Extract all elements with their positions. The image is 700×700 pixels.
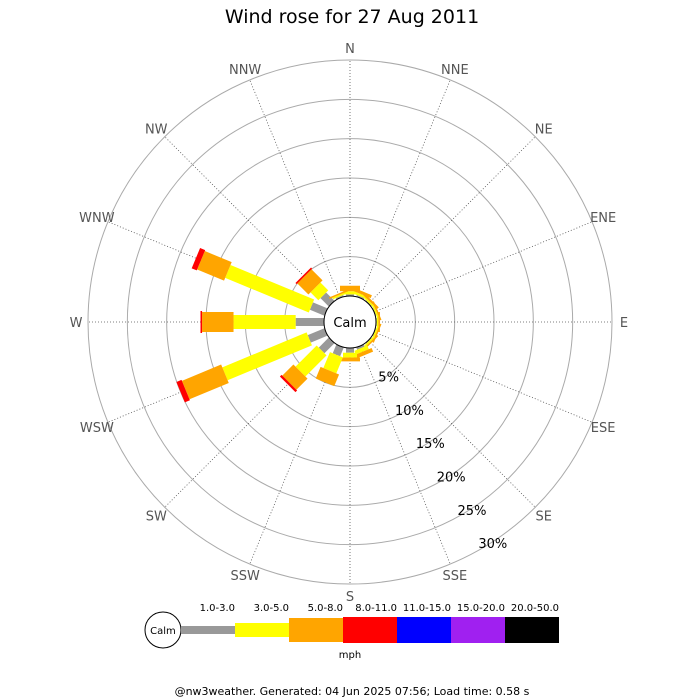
chart-title: Wind rose for 27 Aug 2011 xyxy=(225,6,479,28)
bar-nw-3-0-5-0 xyxy=(310,282,329,301)
direction-label-sse: SSE xyxy=(442,569,467,584)
bar-nne-5-0-8-0 xyxy=(352,287,372,299)
bar-ne-3-0-5-0 xyxy=(363,296,376,309)
bar-wnw-1-0-3-0 xyxy=(309,302,328,316)
legend-label-1-0-3-0: 1.0-3.0 xyxy=(200,603,235,614)
bar-wsw-8-0-11-0 xyxy=(176,379,190,403)
grid-ring-25 xyxy=(126,98,574,546)
bar-se-5-0-8-0 xyxy=(362,334,379,351)
bar-nnw-5-0-8-0 xyxy=(329,289,349,299)
bar-nw-8-0-11-0 xyxy=(295,267,313,285)
legend-label-20-0-50-0: 20.0-50.0 xyxy=(511,603,559,614)
direction-label-wnw: WNW xyxy=(79,211,115,226)
bar-se-3-0-5-0 xyxy=(363,335,376,348)
legend-label-5-0-8-0: 5.0-8.0 xyxy=(308,603,343,614)
bar-nw-1-0-3-0 xyxy=(320,292,335,307)
direction-label-nw: NW xyxy=(145,122,168,137)
bar-ssw-5-0-8-0 xyxy=(315,366,340,387)
direction-label-ese: ESE xyxy=(591,421,616,436)
legend-unit-label: mph xyxy=(339,650,361,661)
bar-ese-3-0-5-0 xyxy=(372,325,379,340)
tick-label-30: 30% xyxy=(478,537,507,552)
tick-label-5: 5% xyxy=(378,370,399,385)
bar-sse-3-0-5-0 xyxy=(354,345,369,355)
bar-ssw-3-0-5-0 xyxy=(323,352,343,374)
bar-ese-5-0-8-0 xyxy=(372,323,382,343)
bar-sw-3-0-5-0 xyxy=(295,345,327,377)
bar-nw-5-0-8-0 xyxy=(297,269,323,295)
bar-nnw-3-0-5-0 xyxy=(332,292,346,300)
bar-sw-8-0-11-0 xyxy=(279,374,298,393)
tick-label-10: 10% xyxy=(395,404,424,419)
bar-wsw-5-0-8-0 xyxy=(181,364,229,400)
direction-label-sw: SW xyxy=(146,510,167,525)
direction-label-e: E xyxy=(620,316,628,331)
direction-label-ne: NE xyxy=(535,122,553,137)
legend-label-3-0-5-0: 3.0-5.0 xyxy=(254,603,289,614)
direction-label-nnw: NNW xyxy=(229,63,261,78)
bar-ene-3-0-5-0 xyxy=(372,304,379,319)
calm-circle: Calm xyxy=(323,295,377,349)
grid-ring-20 xyxy=(166,138,534,506)
speed-legend: Calm 1.0-3.0 3.0-5.0 5.0-8.0 8.0-11.0 11.0-15… xyxy=(144,603,559,661)
direction-label-nne: NNE xyxy=(441,63,469,78)
spoke-ne xyxy=(368,136,536,304)
legend-label-15-0-20-0: 15.0-20.0 xyxy=(457,603,505,614)
direction-label-wsw: WSW xyxy=(80,421,114,436)
bar-wsw-1-0-3-0 xyxy=(307,328,328,343)
spoke-se xyxy=(368,340,536,508)
direction-label-ene: ENE xyxy=(590,211,616,226)
calm-label: Calm xyxy=(333,316,366,331)
bar-sw-1-0-3-0 xyxy=(318,337,335,354)
direction-label-se: SE xyxy=(536,510,552,525)
tick-label-20: 20% xyxy=(437,470,466,485)
bar-wnw-5-0-8-0 xyxy=(197,251,232,281)
spoke-nnw xyxy=(249,79,341,299)
bar-wnw-8-0-11-0 xyxy=(191,248,206,271)
direction-label-s: S xyxy=(346,590,354,605)
footer-text: @nw3weather. Generated: 04 Jun 2025 07:5… xyxy=(175,685,530,698)
direction-label-w: W xyxy=(70,316,83,331)
bar-nne-3-0-5-0 xyxy=(354,291,368,300)
direction-label-ssw: SSW xyxy=(230,569,260,584)
radial-tick-labels: 5% 10% 15% 20% 25% 30% xyxy=(378,370,507,552)
legend-label-11-0-15-0: 11.0-15.0 xyxy=(403,603,451,614)
bar-ene-5-0-8-0 xyxy=(372,301,382,321)
bar-wsw-3-0-5-0 xyxy=(222,332,312,381)
spoke-nne xyxy=(359,79,451,299)
tick-label-25: 25% xyxy=(458,504,487,519)
spoke-ene xyxy=(373,221,593,313)
bar-wnw-3-0-5-0 xyxy=(225,264,315,313)
tick-label-15: 15% xyxy=(416,437,445,452)
direction-labels: N NNE NE ENE E ESE SE SSE S SSW SW WSW W WNW NW NNW xyxy=(70,42,629,605)
bar-sw-5-0-8-0 xyxy=(282,364,308,390)
spoke-sse xyxy=(359,345,451,565)
grid-ring-30 xyxy=(87,59,613,585)
bar-sse-5-0-8-0 xyxy=(353,348,374,360)
calm-ring xyxy=(323,295,377,349)
wind-bars xyxy=(176,248,382,403)
legend-calm-label: Calm xyxy=(150,626,176,637)
direction-label-n: N xyxy=(345,42,355,57)
bar-ne-5-0-8-0 xyxy=(362,293,379,310)
spoke-ese xyxy=(373,331,593,423)
bar-ssw-1-0-3-0 xyxy=(332,344,344,357)
legend-label-8-0-11-0: 8.0-11.0 xyxy=(355,603,397,614)
